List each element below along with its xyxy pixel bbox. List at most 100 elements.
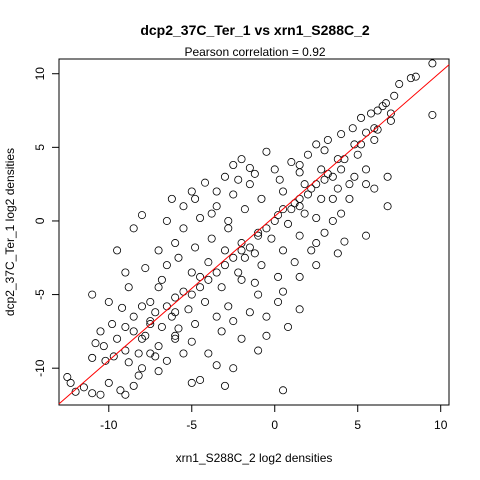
data-point [146, 320, 155, 329]
data-point [174, 253, 183, 262]
data-point [154, 283, 163, 292]
data-point [428, 59, 437, 68]
data-point [295, 168, 304, 177]
data-point [312, 140, 321, 149]
data-point [187, 290, 196, 299]
data-point [250, 249, 259, 258]
data-point [151, 352, 160, 361]
data-point [229, 161, 238, 170]
data-point [362, 128, 371, 137]
data-point [370, 135, 379, 144]
data-point [187, 337, 196, 346]
x-tick-label: 5 [354, 418, 361, 432]
data-point [287, 158, 296, 167]
data-point [337, 209, 346, 218]
data-point [121, 390, 130, 399]
data-point [295, 272, 304, 281]
data-point [386, 116, 395, 125]
data-point [229, 190, 238, 199]
data-point [224, 216, 233, 225]
data-point [63, 373, 72, 382]
data-point [328, 216, 337, 225]
data-point [237, 155, 246, 164]
data-point [224, 302, 233, 311]
data-point [254, 228, 263, 237]
data-point [383, 202, 392, 211]
data-point [362, 180, 371, 189]
data-point [274, 272, 283, 281]
data-point [66, 378, 75, 387]
data-point [184, 305, 193, 314]
data-point [96, 327, 105, 336]
data-point [340, 155, 349, 164]
data-point [254, 290, 263, 299]
data-point [373, 106, 382, 115]
data-point [284, 219, 293, 228]
data-point [366, 109, 375, 118]
data-point [370, 184, 379, 193]
data-points [63, 59, 437, 399]
data-point [196, 272, 205, 281]
data-point [191, 320, 200, 329]
data-point [254, 346, 263, 355]
data-point [207, 209, 216, 218]
data-point [245, 180, 254, 189]
data-point [279, 246, 288, 255]
data-point [312, 261, 321, 270]
data-point [137, 364, 146, 373]
data-point [234, 268, 243, 277]
data-point [88, 389, 97, 398]
data-point [88, 290, 97, 299]
data-point [224, 224, 233, 233]
data-point [257, 261, 266, 270]
y-axis-label: dcp2_37C_Ter_1 log2 densities [3, 148, 17, 316]
data-point [345, 194, 354, 203]
data-point [362, 165, 371, 174]
data-point [295, 231, 304, 240]
data-point [250, 278, 259, 287]
data-point [295, 161, 304, 170]
data-point [357, 113, 366, 122]
data-point [350, 172, 359, 181]
data-point [196, 214, 205, 223]
x-tick-label: 0 [271, 418, 278, 432]
data-point [386, 109, 395, 118]
data-point [157, 275, 166, 284]
data-point [204, 275, 213, 284]
data-point [134, 371, 143, 380]
data-point [134, 349, 143, 358]
data-point [257, 194, 266, 203]
data-point [287, 205, 296, 214]
data-point [395, 80, 404, 89]
data-point [234, 175, 243, 184]
data-point [129, 224, 138, 233]
data-point [270, 165, 279, 174]
y-axis: -10 -5 0 5 10 [33, 67, 60, 377]
chart-title: dcp2_37C_Ter_1 vs xrn1_S288C_2 [140, 22, 370, 38]
data-point [212, 312, 221, 321]
regression-line [58, 64, 450, 405]
data-point [317, 165, 326, 174]
data-point [121, 268, 130, 277]
data-point [320, 146, 329, 155]
data-point [333, 184, 342, 193]
data-point [275, 175, 284, 184]
data-point [191, 243, 200, 252]
data-point [295, 194, 304, 203]
data-point [154, 246, 163, 255]
data-point [171, 334, 180, 343]
data-point [237, 334, 246, 343]
data-point [201, 297, 210, 306]
data-point [141, 331, 150, 340]
data-point [146, 297, 155, 306]
data-point [104, 378, 113, 387]
data-point [196, 375, 205, 384]
y-tick-label: 5 [33, 144, 47, 151]
data-point [162, 216, 171, 225]
data-point [204, 349, 213, 358]
data-point [108, 320, 117, 329]
data-point [129, 312, 138, 321]
data-point [295, 305, 304, 314]
data-point [88, 353, 97, 362]
data-point [116, 386, 125, 395]
